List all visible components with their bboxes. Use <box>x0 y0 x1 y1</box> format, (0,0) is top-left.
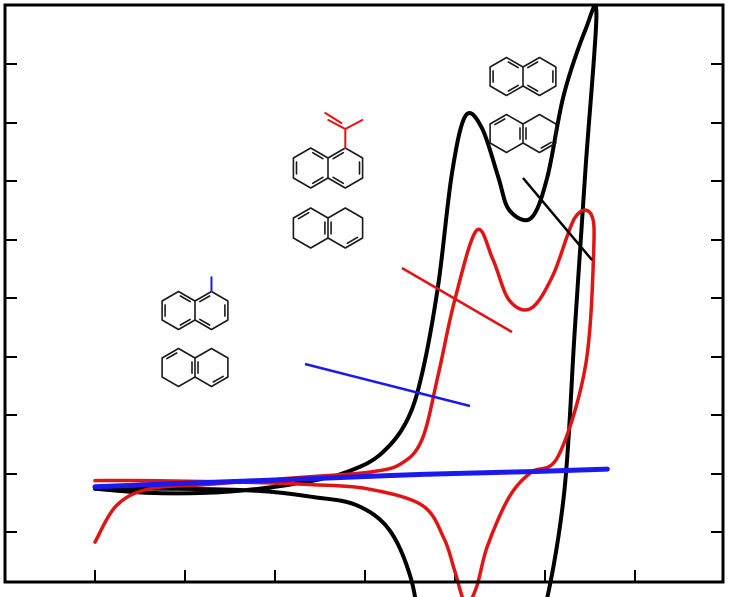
vinyl-pyrene-rings <box>292 147 364 249</box>
methyl-pyrene-pointer-line <box>304 362 471 408</box>
molecule-structures <box>161 56 557 388</box>
series-methyl-pyrene-curve <box>92 466 610 490</box>
pyrene-pointer-line <box>522 177 593 261</box>
pyrene-structure <box>489 56 557 154</box>
vinyl-pyrene-substituent <box>324 112 364 149</box>
methyl-pyrene-rings <box>161 290 229 388</box>
vinyl-pyrene-pointer-line <box>401 266 513 334</box>
plot-frame <box>3 3 725 584</box>
vinyl-pyrene-structure <box>292 112 364 249</box>
data-curves <box>92 3 610 597</box>
pyrene-rings <box>489 56 557 154</box>
series-vinyl-pyrene-curve <box>93 208 596 597</box>
methyl-pyrene-structure <box>161 276 229 388</box>
pointer-lines <box>304 177 593 408</box>
series-pyrene-curve <box>93 3 599 597</box>
